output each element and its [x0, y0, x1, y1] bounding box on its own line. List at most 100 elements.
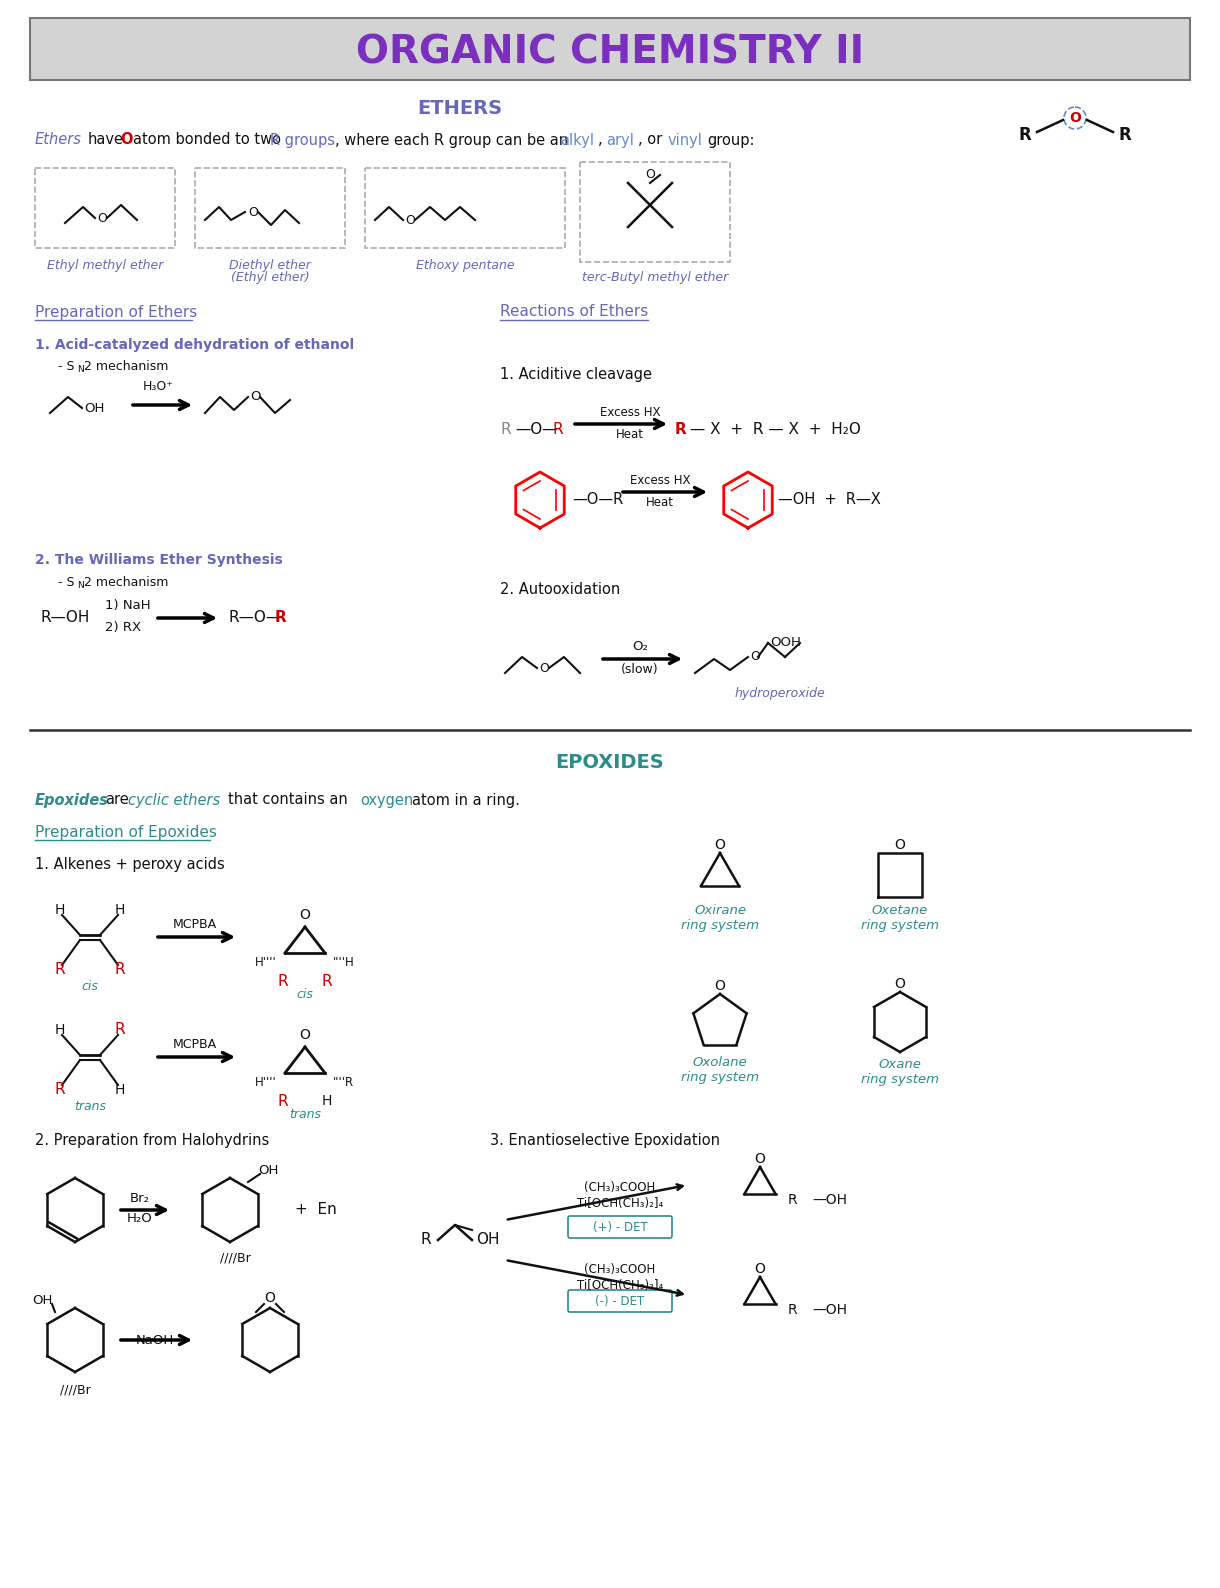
- Text: (Ethyl ether): (Ethyl ether): [231, 272, 310, 284]
- Text: R: R: [55, 1083, 66, 1097]
- Text: terc-Butyl methyl ether: terc-Butyl methyl ether: [582, 272, 728, 284]
- Text: O: O: [1069, 111, 1081, 125]
- Text: vinyl: vinyl: [669, 132, 703, 148]
- Text: Oxolane: Oxolane: [693, 1056, 748, 1069]
- Text: H: H: [322, 1094, 332, 1108]
- Text: R: R: [1019, 125, 1031, 145]
- Text: Ethers: Ethers: [35, 132, 82, 148]
- Text: —OH  +  R—X: —OH + R—X: [778, 492, 881, 508]
- Text: atom in a ring.: atom in a ring.: [412, 792, 520, 808]
- Text: (slow): (slow): [621, 664, 659, 676]
- Bar: [195, 168, 345, 248]
- Text: 1. Aciditive cleavage: 1. Aciditive cleavage: [500, 367, 651, 383]
- Bar: [30, 17, 1190, 79]
- Text: O: O: [300, 1027, 310, 1042]
- Text: EPOXIDES: EPOXIDES: [555, 753, 665, 772]
- Text: R: R: [322, 973, 332, 988]
- Text: N: N: [77, 365, 84, 375]
- Text: O₂: O₂: [632, 640, 648, 654]
- Text: OH: OH: [32, 1294, 52, 1307]
- Text: , or: , or: [638, 132, 662, 148]
- Text: Excess HX: Excess HX: [600, 405, 660, 419]
- Text: R—OH: R—OH: [40, 610, 89, 626]
- Text: R: R: [788, 1304, 798, 1316]
- Text: R: R: [675, 422, 687, 438]
- Text: cyclic ethers: cyclic ethers: [128, 792, 220, 808]
- Text: —OH: —OH: [813, 1304, 847, 1316]
- Text: R: R: [55, 962, 66, 978]
- Text: H'''': H'''': [255, 1077, 277, 1089]
- Text: —O—: —O—: [515, 422, 558, 438]
- Text: O: O: [248, 205, 257, 219]
- Text: (CH₃)₃COOH: (CH₃)₃COOH: [584, 1264, 655, 1277]
- Text: ETHERS: ETHERS: [417, 98, 503, 118]
- Text: O: O: [750, 651, 760, 664]
- Text: O: O: [645, 168, 655, 181]
- Text: H: H: [55, 1023, 65, 1037]
- Text: atom bonded to two: atom bonded to two: [133, 132, 281, 148]
- Text: Preparation of Ethers: Preparation of Ethers: [35, 305, 198, 319]
- Text: NaOH: NaOH: [135, 1334, 174, 1347]
- Text: O: O: [894, 838, 905, 853]
- Text: 2. The Williams Ether Synthesis: 2. The Williams Ether Synthesis: [35, 553, 283, 567]
- Text: 2. Preparation from Halohydrins: 2. Preparation from Halohydrins: [35, 1132, 270, 1148]
- Text: R: R: [115, 962, 126, 978]
- Text: 1) NaH: 1) NaH: [105, 600, 150, 613]
- Text: hydroperoxide: hydroperoxide: [734, 686, 826, 699]
- Text: OH: OH: [84, 402, 105, 414]
- Text: +  En: + En: [295, 1202, 337, 1218]
- Text: 2) RX: 2) RX: [105, 621, 142, 635]
- Text: OH: OH: [476, 1232, 499, 1248]
- Text: ''''R: ''''R: [333, 1077, 354, 1089]
- Bar: [365, 168, 565, 248]
- Text: H: H: [115, 904, 126, 916]
- Text: O: O: [300, 908, 310, 923]
- Text: oxygen: oxygen: [360, 792, 414, 808]
- Text: R: R: [278, 973, 288, 988]
- Text: Oxirane: Oxirane: [694, 904, 745, 916]
- Text: ''''H: ''''H: [333, 956, 355, 970]
- Text: O: O: [405, 213, 415, 227]
- Text: O: O: [894, 977, 905, 991]
- FancyBboxPatch shape: [569, 1289, 672, 1312]
- Text: (CH₃)₃COOH: (CH₃)₃COOH: [584, 1181, 655, 1194]
- Text: cis: cis: [82, 980, 99, 994]
- Text: ring system: ring system: [681, 1070, 759, 1083]
- Text: trans: trans: [74, 1100, 106, 1113]
- Text: alkyl: alkyl: [560, 132, 594, 148]
- Text: R: R: [551, 422, 562, 438]
- Text: O: O: [120, 132, 133, 148]
- Text: Oxane: Oxane: [878, 1058, 921, 1070]
- Text: H'''': H'''': [255, 956, 277, 970]
- Text: Diethyl ether: Diethyl ether: [229, 259, 311, 272]
- Text: OOH: OOH: [770, 637, 800, 649]
- Text: 2. Autooxidation: 2. Autooxidation: [500, 583, 620, 597]
- Text: 1. Acid-catalyzed dehydration of ethanol: 1. Acid-catalyzed dehydration of ethanol: [35, 338, 354, 353]
- Text: Br₂: Br₂: [131, 1191, 150, 1205]
- Text: ORGANIC CHEMISTRY II: ORGANIC CHEMISTRY II: [356, 33, 864, 71]
- Text: Excess HX: Excess HX: [630, 473, 691, 486]
- Text: - S: - S: [59, 575, 74, 589]
- Text: cis: cis: [296, 988, 314, 1002]
- Text: O: O: [754, 1151, 765, 1166]
- Text: 1. Alkenes + peroxy acids: 1. Alkenes + peroxy acids: [35, 856, 224, 872]
- Text: OH: OH: [257, 1164, 278, 1177]
- Text: have: have: [88, 132, 124, 148]
- Text: group:: group:: [708, 132, 754, 148]
- Text: Epoxides: Epoxides: [35, 792, 109, 808]
- Text: ,: ,: [598, 132, 603, 148]
- Text: R groups: R groups: [270, 132, 336, 148]
- Text: O: O: [250, 391, 261, 403]
- Text: (+) - DET: (+) - DET: [593, 1221, 648, 1234]
- Text: Reactions of Ethers: Reactions of Ethers: [500, 305, 648, 319]
- Text: aryl: aryl: [606, 132, 634, 148]
- FancyBboxPatch shape: [569, 1216, 672, 1239]
- Text: R: R: [278, 1094, 288, 1108]
- Text: R: R: [420, 1232, 431, 1248]
- Text: —OH: —OH: [813, 1193, 847, 1207]
- Text: ////Br: ////Br: [220, 1251, 250, 1264]
- Text: 3. Enantioselective Epoxidation: 3. Enantioselective Epoxidation: [490, 1132, 720, 1148]
- Text: —O—R: —O—R: [572, 492, 623, 508]
- Text: R: R: [274, 610, 287, 626]
- Text: that contains an: that contains an: [228, 792, 348, 808]
